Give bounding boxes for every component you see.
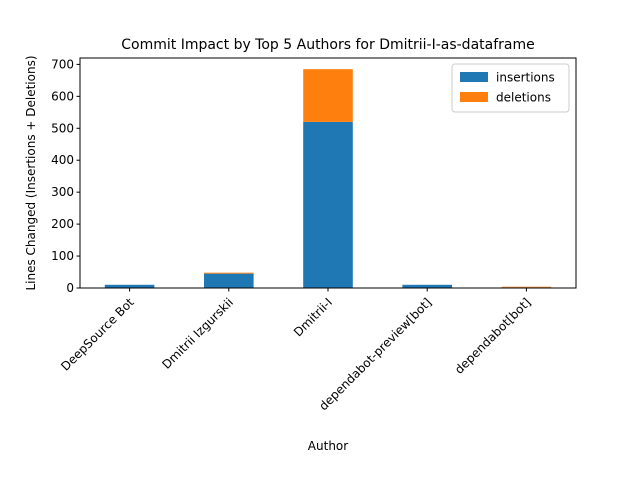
legend-swatch-deletions [460,92,488,102]
bar-insertions-3 [402,284,452,288]
plot-frame [79,57,577,289]
chart-title: Commit Impact by Top 5 Authors for Dmitr… [121,37,535,53]
bar-insertions-0 [104,284,155,288]
y-tick-label-7: 700 [51,57,74,71]
legend: insertions deletions [451,63,570,113]
bar-deletions-1 [204,272,254,274]
bars-group [104,69,552,288]
bar-insertions-2 [303,121,353,288]
y-tick-label-5: 500 [51,121,74,135]
bar-insertions-1 [204,273,254,288]
legend-swatch-insertions [460,72,488,82]
legend-label-deletions: deletions [496,91,551,105]
bar-deletions-4 [501,286,552,288]
y-axis-label: Lines Changed (Insertions + Deletions) [24,55,38,290]
y-tick-label-0: 0 [66,281,74,295]
y-tick-label-6: 600 [51,89,74,103]
bar-deletions-2 [303,69,353,122]
y-tick-label-3: 300 [51,185,74,199]
y-tick-label-1: 100 [51,249,74,263]
y-tick-label-4: 400 [51,153,74,167]
y-axis: 0 100 200 300 400 500 600 700 [51,57,80,295]
x-axis-label: Author [308,439,348,453]
y-tick-label-2: 200 [51,217,74,231]
legend-label-insertions: insertions [496,71,555,85]
